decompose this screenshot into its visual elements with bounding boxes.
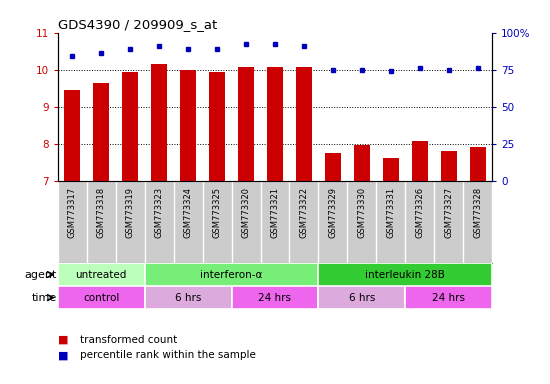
- Bar: [145, 263, 318, 286]
- Text: GSM773321: GSM773321: [271, 187, 279, 238]
- Text: GSM773325: GSM773325: [212, 187, 222, 238]
- Text: GSM773327: GSM773327: [444, 187, 453, 238]
- Bar: [441, 151, 456, 181]
- Text: GSM773329: GSM773329: [328, 187, 338, 238]
- Bar: [58, 286, 145, 309]
- Bar: [354, 145, 370, 181]
- Bar: [296, 67, 312, 181]
- Bar: [325, 153, 341, 181]
- Bar: [94, 83, 109, 181]
- Text: agent: agent: [25, 270, 57, 280]
- Text: GSM773324: GSM773324: [184, 187, 192, 238]
- Bar: [383, 158, 399, 181]
- Text: GSM773317: GSM773317: [68, 187, 77, 238]
- Bar: [180, 70, 196, 181]
- Bar: [58, 263, 145, 286]
- Text: control: control: [83, 293, 119, 303]
- Text: GSM773323: GSM773323: [155, 187, 164, 238]
- Text: GSM773331: GSM773331: [386, 187, 395, 238]
- Bar: [470, 147, 486, 181]
- Text: GSM773330: GSM773330: [358, 187, 366, 238]
- Text: 6 hrs: 6 hrs: [175, 293, 201, 303]
- Text: interleukin 28B: interleukin 28B: [365, 270, 446, 280]
- Text: GSM773318: GSM773318: [97, 187, 106, 238]
- Bar: [145, 286, 232, 309]
- Bar: [64, 90, 80, 181]
- Text: GSM773319: GSM773319: [125, 187, 135, 238]
- Text: GSM773326: GSM773326: [415, 187, 425, 238]
- Text: transformed count: transformed count: [80, 335, 177, 345]
- Bar: [238, 67, 254, 181]
- Text: GSM773328: GSM773328: [473, 187, 482, 238]
- Bar: [405, 286, 492, 309]
- Text: 24 hrs: 24 hrs: [432, 293, 465, 303]
- Text: ■: ■: [58, 335, 68, 345]
- Text: interferon-α: interferon-α: [200, 270, 263, 280]
- Text: GDS4390 / 209909_s_at: GDS4390 / 209909_s_at: [58, 18, 217, 31]
- Bar: [412, 141, 428, 181]
- Bar: [209, 72, 225, 181]
- Text: ■: ■: [58, 350, 68, 360]
- Text: percentile rank within the sample: percentile rank within the sample: [80, 350, 256, 360]
- Bar: [267, 67, 283, 181]
- Bar: [232, 286, 318, 309]
- Text: 6 hrs: 6 hrs: [349, 293, 375, 303]
- Text: 24 hrs: 24 hrs: [258, 293, 292, 303]
- Bar: [122, 71, 138, 181]
- Text: GSM773322: GSM773322: [299, 187, 309, 238]
- Text: time: time: [32, 293, 57, 303]
- Bar: [318, 286, 405, 309]
- Bar: [318, 263, 492, 286]
- Text: untreated: untreated: [75, 270, 127, 280]
- Text: GSM773320: GSM773320: [241, 187, 251, 238]
- Bar: [151, 64, 167, 181]
